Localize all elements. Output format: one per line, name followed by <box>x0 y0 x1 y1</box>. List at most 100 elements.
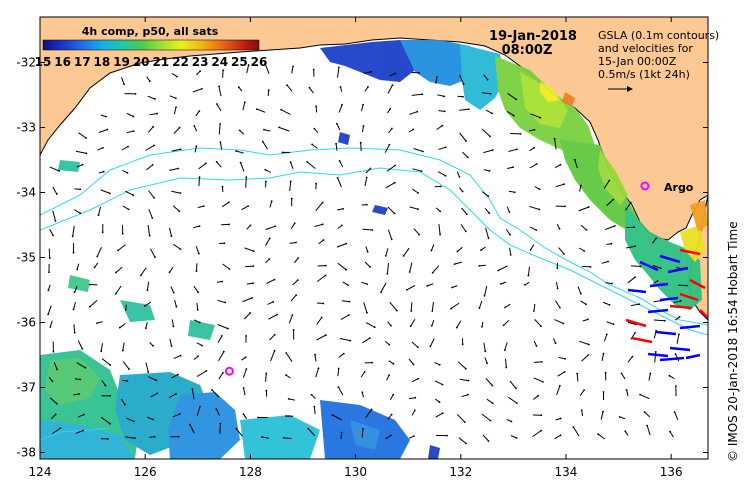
colorbar-title: 4h comp, p50, all sats <box>82 25 219 38</box>
velocity-arrow-tip <box>221 185 224 188</box>
velocity-arrow-tip <box>211 389 213 391</box>
velocity-arrow <box>192 88 202 93</box>
velocity-arrow-tip <box>678 315 681 318</box>
velocity-arrow-tip <box>613 225 616 227</box>
velocity-arrow-tip <box>583 389 585 391</box>
velocity-arrow <box>555 300 561 308</box>
velocity-arrow-tip <box>273 278 276 281</box>
velocity-arrow <box>554 434 561 440</box>
velocity-arrow <box>534 319 542 327</box>
velocity-arrow-tip <box>497 269 500 272</box>
velocity-arrow <box>264 63 270 74</box>
velocity-arrow <box>171 72 178 78</box>
velocity-arrow-tip <box>618 416 621 418</box>
velocity-arrow-tip <box>245 368 248 370</box>
velocity-arrow-tip <box>441 124 444 127</box>
velocity-arrow-tip <box>101 231 104 234</box>
velocity-arrow-tip <box>324 274 327 277</box>
drifter-arrow <box>659 296 679 302</box>
velocity-arrow <box>235 150 244 154</box>
drifter-arrow <box>647 308 669 314</box>
sst-coastal-patches <box>320 40 708 310</box>
velocity-arrow <box>412 188 419 194</box>
plot-frame <box>39 16 709 460</box>
velocity-arrow-tip <box>331 414 334 416</box>
velocity-arrow-tip <box>216 103 218 105</box>
velocity-arrow <box>100 114 107 118</box>
velocity-arrow <box>365 168 371 174</box>
velocity-arrow-tip <box>392 393 395 396</box>
velocity-arrow-tip <box>639 393 641 396</box>
velocity-arrow <box>125 190 134 196</box>
velocity-arrow <box>342 281 349 286</box>
velocity-arrow <box>534 186 540 190</box>
velocity-arrow <box>246 282 254 285</box>
velocity-arrow-tip <box>347 284 349 286</box>
velocity-arrow <box>242 102 246 111</box>
velocity-arrow-tip <box>146 289 149 292</box>
velocity-arrow <box>427 283 434 287</box>
velocity-arrow <box>507 92 517 100</box>
velocity-arrow-tip <box>282 437 285 439</box>
velocity-arrow-tip <box>512 166 514 169</box>
velocity-arrow <box>606 321 614 325</box>
velocity-arrow <box>145 144 155 151</box>
velocity-arrow-tip <box>538 208 541 211</box>
velocity-arrow-tip <box>655 237 657 240</box>
velocity-arrow-tip <box>47 289 50 292</box>
velocity-arrow-tip <box>179 192 182 195</box>
velocity-arrow-tip <box>649 372 652 375</box>
velocity-arrow-tip <box>104 384 107 387</box>
velocity-arrow-tip <box>252 282 255 284</box>
velocity-arrow-tip <box>439 233 441 236</box>
velocity-arrow-tip <box>390 324 392 327</box>
velocity-arrow-tip <box>82 429 84 432</box>
velocity-arrow-tip <box>417 377 419 380</box>
velocity-arrow-tip <box>678 333 680 336</box>
velocity-arrow-tip <box>486 78 489 81</box>
velocity-arrow <box>627 322 636 325</box>
velocity-arrow-tip <box>152 418 154 421</box>
velocity-arrow <box>216 161 222 168</box>
velocity-arrow-tip <box>579 292 582 295</box>
velocity-arrow <box>286 84 293 92</box>
velocity-arrow <box>240 162 245 172</box>
velocity-arrow <box>619 416 626 420</box>
lon-tick-label: 124 <box>29 465 52 479</box>
drifter-arrow <box>699 309 708 319</box>
velocity-arrow-tip <box>52 350 55 353</box>
info-legend: GSLA (0.1m contours) and velocities for … <box>598 29 719 92</box>
velocity-arrow <box>677 284 688 287</box>
velocity-arrow <box>500 281 507 285</box>
velocity-arrow <box>285 352 293 362</box>
velocity-arrow <box>630 265 641 267</box>
velocity-arrow <box>532 395 539 400</box>
velocity-arrow <box>669 375 675 380</box>
velocity-arrow <box>171 374 179 379</box>
velocity-arrow-tip <box>504 306 506 309</box>
velocity-arrow-tip <box>366 203 368 206</box>
velocity-arrow-tip <box>76 268 78 271</box>
velocity-arrow <box>222 263 230 270</box>
velocity-arrow <box>115 266 123 273</box>
velocity-arrow <box>457 95 463 98</box>
colorbar-tick-label: 26 <box>251 55 268 69</box>
velocity-arrow-tip <box>310 393 313 396</box>
velocity-arrow-tip <box>238 129 241 132</box>
velocity-arrow <box>122 169 128 174</box>
velocity-arrow-tip <box>307 427 309 430</box>
velocity-arrow-tip <box>656 280 659 282</box>
velocity-arrow-tip <box>513 191 516 194</box>
velocity-arrow-tip <box>148 234 151 237</box>
velocity-arrow-tip <box>265 372 268 375</box>
velocity-arrow-tip <box>107 438 109 440</box>
velocity-arrow-tip <box>540 414 543 417</box>
drifter-arrow <box>627 288 647 294</box>
velocity-arrow <box>337 177 342 188</box>
velocity-arrow-tip <box>535 345 538 347</box>
velocity-arrow <box>217 324 229 330</box>
velocity-arrow-tip <box>342 352 345 355</box>
velocity-arrow-tip <box>563 183 565 186</box>
velocity-arrow-tip <box>115 271 117 274</box>
velocity-arrow-tip <box>156 112 159 115</box>
